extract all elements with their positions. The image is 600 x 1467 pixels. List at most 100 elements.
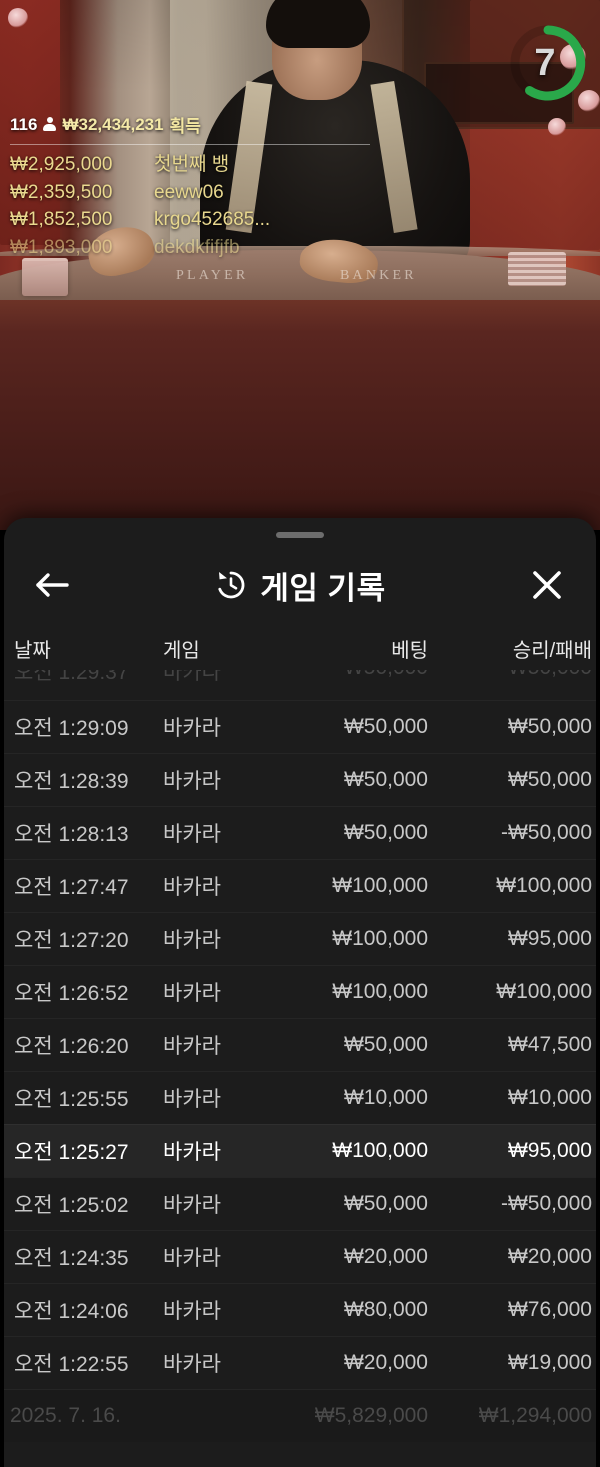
arrow-left-icon: [36, 573, 69, 597]
cell-bet: ₩50,000: [343, 715, 428, 738]
entry-amount: ₩1,852,500: [10, 209, 113, 231]
table-row[interactable]: 오전 1:26:52 바카라 ₩100,000 ₩100,000: [4, 965, 596, 1018]
cell-date: 오전 1:25:02: [14, 1194, 129, 1217]
table-column-header: 날짜 게임 베팅 승리/패배: [4, 626, 596, 672]
card-shoe: [22, 258, 68, 296]
table-row[interactable]: 오전 1:25:02 바카라 ₩50,000 -₩50,000: [4, 1177, 596, 1230]
cell-result: ₩20,000: [507, 1245, 592, 1268]
cell-result: ₩19,000: [507, 1351, 592, 1374]
column-header-bet: 베팅: [391, 640, 428, 662]
table-row[interactable]: 오전 1:28:13 바카라 ₩50,000 -₩50,000: [4, 806, 596, 859]
dealer-hair: [266, 0, 370, 48]
page-title: 게임 기록: [260, 570, 386, 606]
column-header-game: 게임: [163, 640, 200, 662]
cell-game: 바카라: [163, 1247, 221, 1270]
back-button[interactable]: [26, 558, 80, 612]
cell-result: ₩100,000: [496, 980, 592, 1003]
entry-name: dekdkfifjfb: [154, 236, 240, 258]
cell-game: 바카라: [163, 1300, 221, 1323]
cell-date: 오전 1:26:20: [14, 1035, 129, 1058]
cell-game: 바카라: [163, 823, 221, 846]
leaderboard-entry: ₩1,893,000 dekdkfifjfb: [10, 234, 390, 262]
table-row[interactable]: 오전 1:28:39 바카라 ₩50,000 ₩50,000: [4, 753, 596, 806]
table-row[interactable]: 오전 1:24:06 바카라 ₩80,000 ₩76,000: [4, 1283, 596, 1336]
cell-bet: ₩50,000: [343, 1033, 428, 1056]
countdown-ring-icon: [510, 25, 586, 101]
cell-date: 오전 1:25:27: [14, 1141, 129, 1164]
cell-game: 바카라: [163, 982, 221, 1005]
blossom-decor: [578, 90, 600, 112]
cell-game: 바카라: [163, 770, 221, 793]
cell-result: ₩10,000: [507, 1086, 592, 1109]
cell-date: 2025. 7. 16.: [10, 1404, 121, 1427]
live-video-stream[interactable]: PLAYER BANKER 116 ₩32,434,231 획득 ₩2,925,…: [0, 0, 600, 310]
leaderboard-entry: ₩2,925,000 첫번째 뱅: [10, 151, 390, 179]
blossom-decor: [548, 118, 566, 136]
entry-amount: ₩1,893,000: [10, 236, 113, 258]
cell-bet: ₩80,000: [343, 1298, 428, 1321]
cell-bet: ₩50,000: [343, 1192, 428, 1215]
blossom-decor: [8, 8, 28, 28]
cell-game: 바카라: [163, 876, 221, 899]
cell-date: 오전 1:25:55: [14, 1088, 129, 1111]
cell-result: ₩50,000: [507, 768, 592, 791]
cell-result: ₩47,500: [507, 1033, 592, 1056]
cell-date: 오전 1:27:47: [14, 876, 129, 899]
overlay-divider: [10, 144, 370, 145]
table-row[interactable]: 오전 1:25:55 바카라 ₩10,000 ₩10,000: [4, 1071, 596, 1124]
person-icon: [43, 117, 57, 132]
sheet-header: 게임 기록: [4, 546, 596, 624]
table-row[interactable]: 오전 1:26:20 바카라 ₩50,000 ₩47,500: [4, 1018, 596, 1071]
table-row[interactable]: 오전 1:22:55 바카라 ₩20,000 ₩19,000: [4, 1336, 596, 1389]
entry-name: 첫번째 뱅: [154, 154, 230, 175]
column-header-date: 날짜: [14, 640, 51, 662]
table-row[interactable]: 오전 1:29:37 바카라 ₩50,000 ₩50,000: [4, 670, 596, 700]
cell-result: -₩50,000: [500, 1192, 592, 1215]
cell-game: 바카라: [163, 1141, 221, 1164]
countdown-timer: 7: [505, 20, 591, 106]
cell-date: 오전 1:29:37: [14, 670, 129, 684]
chip-stack: [508, 252, 566, 286]
cell-bet: ₩5,829,000: [314, 1404, 428, 1427]
cell-result: ₩95,000: [507, 927, 592, 950]
cell-date: 오전 1:22:55: [14, 1353, 129, 1376]
game-history-sheet: 게임 기록 날짜 게임 베팅 승리/패배 오전 1:29:37 바카라 ₩50,00…: [4, 518, 596, 1467]
cell-bet: ₩20,000: [343, 1245, 428, 1268]
leaderboard-rank: 116: [10, 114, 38, 134]
leaderboard-total-suffix: 획득: [169, 117, 201, 136]
cell-date: 오전 1:27:20: [14, 929, 129, 952]
table-row[interactable]: 오전 1:25:27 바카라 ₩100,000 ₩95,000: [4, 1124, 596, 1177]
cell-bet: ₩100,000: [332, 874, 428, 897]
entry-amount: ₩2,359,500: [10, 181, 113, 203]
cell-game: 바카라: [163, 717, 221, 740]
table-row[interactable]: 오전 1:24:35 바카라 ₩20,000 ₩20,000: [4, 1230, 596, 1283]
cell-result: ₩100,000: [496, 874, 592, 897]
entry-amount: ₩2,925,000: [10, 154, 113, 175]
countdown-value: 7: [534, 41, 556, 84]
cell-result: ₩50,000: [507, 715, 592, 738]
close-icon: [533, 571, 561, 599]
cell-bet: ₩50,000: [343, 821, 428, 844]
game-history-list[interactable]: 오전 1:29:37 바카라 ₩50,000 ₩50,000 오전 1:29:09 바카라…: [4, 670, 596, 1467]
cell-result: ₩95,000: [507, 1139, 592, 1162]
leaderboard-total-amount: ₩32,434,231: [62, 114, 164, 134]
cell-date: 오전 1:24:35: [14, 1247, 129, 1270]
cell-bet: ₩100,000: [332, 980, 428, 1003]
sheet-title-group: 게임 기록: [214, 563, 385, 608]
cell-date: 오전 1:28:39: [14, 770, 129, 793]
cell-bet: ₩100,000: [332, 927, 428, 950]
close-button[interactable]: [520, 558, 574, 612]
cell-date: 오전 1:26:52: [14, 982, 129, 1005]
cell-bet: ₩20,000: [343, 1351, 428, 1374]
cell-game: 바카라: [163, 1194, 221, 1217]
entry-name: eeww06: [154, 181, 224, 203]
table-row[interactable]: 오전 1:29:09 바카라 ₩50,000 ₩50,000: [4, 700, 596, 753]
history-clock-icon: [218, 571, 245, 599]
cell-date: 오전 1:24:06: [14, 1300, 129, 1323]
sheet-drag-handle[interactable]: [276, 532, 324, 538]
table-row[interactable]: 오전 1:27:20 바카라 ₩100,000 ₩95,000: [4, 912, 596, 965]
cell-result: -₩50,000: [500, 821, 592, 844]
cell-bet: ₩50,000: [343, 768, 428, 791]
table-row[interactable]: 오전 1:27:47 바카라 ₩100,000 ₩100,000: [4, 859, 596, 912]
